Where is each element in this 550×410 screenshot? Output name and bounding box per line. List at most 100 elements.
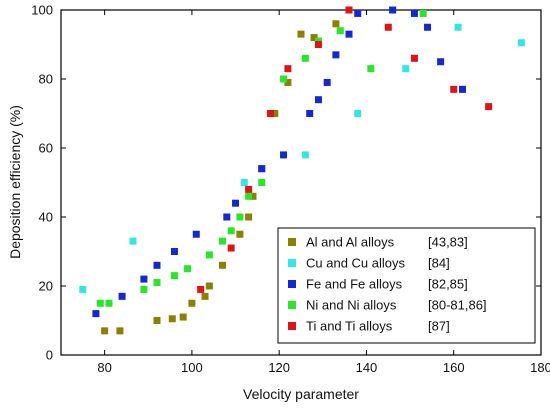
- data-point-series-2: [223, 213, 231, 221]
- legend-label: Fe and Fe alloys: [306, 277, 403, 292]
- data-point-series-0: [297, 30, 305, 38]
- data-point-series-3: [170, 272, 178, 280]
- y-tick-label: 20: [39, 279, 53, 294]
- data-point-series-3: [105, 299, 113, 307]
- data-point-series-3: [96, 299, 104, 307]
- data-point-series-3: [419, 9, 427, 17]
- data-point-series-4: [450, 85, 458, 93]
- data-point-series-2: [170, 248, 178, 255]
- legend-box: [277, 227, 536, 344]
- data-point-series-0: [201, 292, 209, 300]
- data-point-series-2: [192, 230, 200, 238]
- x-axis-title: Velocity parameter: [243, 386, 359, 402]
- data-point-series-1: [301, 151, 309, 159]
- data-point-series-3: [236, 213, 244, 221]
- legend-marker: [288, 259, 296, 267]
- data-point-series-3: [280, 75, 288, 83]
- data-point-series-2: [140, 275, 148, 283]
- data-point-series-1: [402, 65, 410, 73]
- data-point-series-2: [232, 199, 240, 207]
- data-point-series-2: [410, 9, 418, 17]
- data-point-series-4: [485, 103, 493, 111]
- legend: Al and Al alloys [43,83] Cu and Cu alloys […: [277, 227, 536, 344]
- data-point-series-2: [323, 78, 331, 86]
- data-point-series-3: [245, 192, 253, 200]
- legend-marker: [288, 280, 296, 288]
- legend-label: Ti and Ti alloys: [306, 319, 393, 334]
- data-point-series-2: [92, 310, 100, 318]
- data-point-series-4: [345, 6, 353, 14]
- data-point-series-4: [314, 41, 322, 48]
- data-point-series-2: [118, 292, 126, 300]
- legend-ref: [80-81,86]: [428, 298, 487, 313]
- legend-marker: [288, 322, 296, 330]
- legend-label: Cu and Cu alloys: [306, 256, 405, 271]
- data-point-series-3: [184, 265, 192, 273]
- data-points: [79, 6, 525, 335]
- data-point-series-0: [205, 282, 213, 290]
- x-tick-label: 120: [268, 360, 290, 375]
- data-point-series-2: [458, 85, 466, 93]
- data-point-series-0: [179, 313, 187, 321]
- data-point-series-4: [197, 285, 205, 293]
- data-point-series-0: [271, 110, 279, 117]
- y-tick-label: 60: [39, 141, 53, 156]
- legend-marker: [288, 238, 296, 246]
- y-tick-label: 40: [39, 210, 53, 225]
- x-tick-label: 140: [356, 360, 378, 375]
- data-point-series-4: [410, 54, 418, 62]
- data-point-series-0: [188, 299, 196, 307]
- data-point-series-3: [336, 27, 344, 35]
- data-point-series-3: [258, 179, 266, 186]
- data-point-series-1: [79, 285, 87, 293]
- data-point-series-2: [332, 51, 340, 59]
- data-point-series-3: [205, 251, 213, 259]
- legend-label: Ni and Ni alloys: [306, 298, 397, 313]
- data-point-series-3: [140, 285, 148, 293]
- data-point-series-2: [354, 9, 362, 17]
- axis-ticks: 80 100 120 140 160 180 0 20 40 60 80 100: [31, 3, 550, 376]
- data-point-series-0: [332, 20, 340, 28]
- data-point-series-0: [236, 230, 244, 238]
- data-point-series-0: [284, 78, 292, 86]
- data-point-series-2: [153, 261, 161, 269]
- data-point-series-2: [345, 30, 353, 38]
- legend-ref: [82,85]: [428, 277, 468, 292]
- x-tick-label: 160: [443, 360, 465, 375]
- legend-marker: [288, 301, 296, 309]
- y-axis-title: Deposition efficiency (%): [7, 105, 23, 259]
- data-point-series-0: [153, 317, 161, 324]
- data-point-series-2: [280, 151, 288, 159]
- y-tick-label: 80: [39, 72, 53, 87]
- data-point-series-2: [306, 110, 314, 117]
- legend-ref: [43,83]: [428, 235, 468, 250]
- data-point-series-0: [116, 327, 124, 335]
- data-point-series-1: [454, 23, 462, 31]
- y-tick-label: 0: [46, 348, 53, 363]
- x-tick-label: 100: [181, 360, 203, 375]
- data-point-series-0: [218, 261, 226, 269]
- data-point-series-4: [227, 244, 235, 252]
- data-point-series-3: [227, 227, 235, 235]
- data-point-series-0: [249, 192, 257, 200]
- data-point-series-2: [437, 58, 445, 66]
- legend-ref: [84]: [428, 256, 450, 271]
- y-tick-label: 100: [31, 3, 53, 18]
- data-point-series-1: [517, 39, 525, 47]
- data-point-series-1: [129, 237, 137, 245]
- data-point-series-0: [245, 213, 253, 221]
- x-tick-label: 80: [97, 360, 111, 375]
- data-point-series-2: [424, 23, 432, 31]
- data-point-series-4: [284, 65, 292, 73]
- data-point-series-2: [258, 165, 266, 173]
- data-point-series-4: [266, 110, 274, 117]
- data-point-series-3: [153, 279, 161, 287]
- data-point-series-4: [384, 23, 392, 31]
- data-point-series-4: [245, 185, 253, 193]
- legend-ref: [87]: [428, 319, 450, 334]
- data-point-series-1: [240, 179, 248, 186]
- data-point-series-3: [301, 54, 309, 62]
- data-point-series-0: [168, 315, 176, 323]
- data-point-series-1: [354, 110, 362, 117]
